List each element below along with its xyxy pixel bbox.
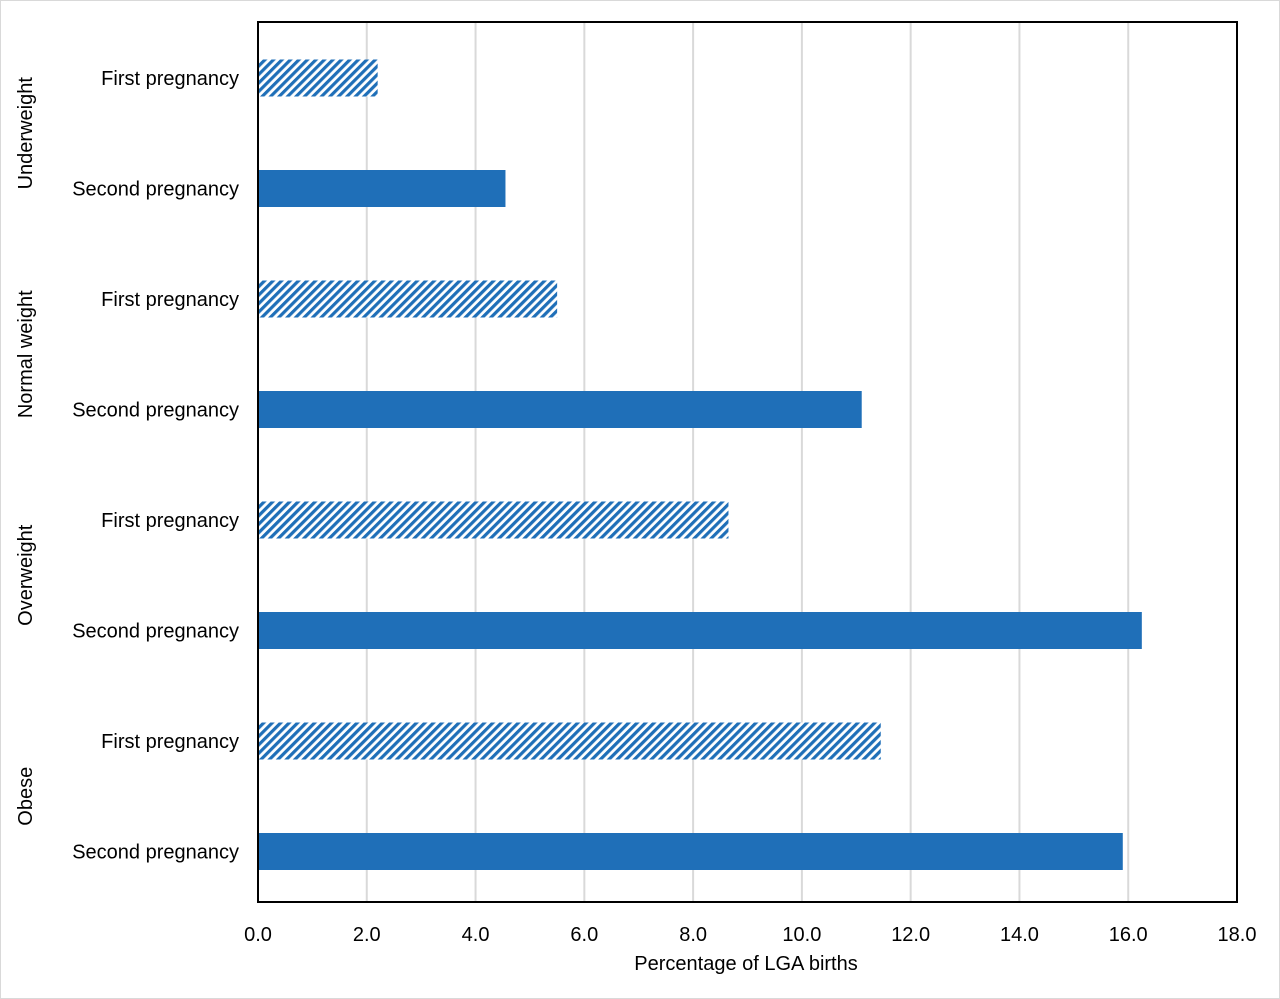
- bar-second-pregnancy: [258, 612, 1142, 649]
- category-label: Second pregnancy: [72, 400, 239, 422]
- bar-second-pregnancy: [258, 170, 506, 207]
- bar-first-pregnancy: [258, 501, 729, 539]
- category-label: Second pregnancy: [72, 842, 239, 864]
- group-label: Overweight: [15, 524, 37, 626]
- x-tick-label: 10.0: [782, 924, 821, 946]
- plot-area-border: [257, 21, 1238, 903]
- x-tick-label: 18.0: [1218, 924, 1257, 946]
- x-tick-label: 6.0: [570, 924, 598, 946]
- bar-first-pregnancy: [258, 722, 881, 760]
- group-labels: Underweight Normal weight Overweight Obese: [15, 77, 37, 826]
- x-tick-label: 12.0: [891, 924, 930, 946]
- group-label: Obese: [15, 767, 37, 826]
- group-label: Normal weight: [15, 290, 37, 418]
- group-label: Underweight: [15, 77, 37, 190]
- gridlines: [365, 22, 1130, 902]
- x-tick-label: 16.0: [1109, 924, 1148, 946]
- category-labels: First pregnancy Second pregnancy First pre…: [72, 68, 239, 864]
- bar-first-pregnancy: [258, 59, 378, 97]
- category-label: First pregnancy: [101, 731, 239, 753]
- x-tick-label: 8.0: [679, 924, 707, 946]
- x-tick-label: 2.0: [353, 924, 381, 946]
- x-axis-title: Percentage of LGA births: [634, 953, 857, 975]
- x-tick-label: 4.0: [462, 924, 490, 946]
- category-label: Second pregnancy: [72, 621, 239, 643]
- category-label: First pregnancy: [101, 510, 239, 532]
- category-label: Second pregnancy: [72, 179, 239, 201]
- bars: [258, 59, 1142, 870]
- x-tick-label: 0.0: [244, 924, 272, 946]
- category-label: First pregnancy: [101, 289, 239, 311]
- x-tick-labels: 0.0 2.0 4.0 6.0 8.0 10.0 12.0 14.0 16.0 18.0: [244, 924, 1256, 946]
- bar-first-pregnancy: [258, 280, 558, 318]
- bar-second-pregnancy: [258, 391, 862, 428]
- bar-second-pregnancy: [258, 833, 1123, 870]
- x-tick-label: 14.0: [1000, 924, 1039, 946]
- category-label: First pregnancy: [101, 68, 239, 90]
